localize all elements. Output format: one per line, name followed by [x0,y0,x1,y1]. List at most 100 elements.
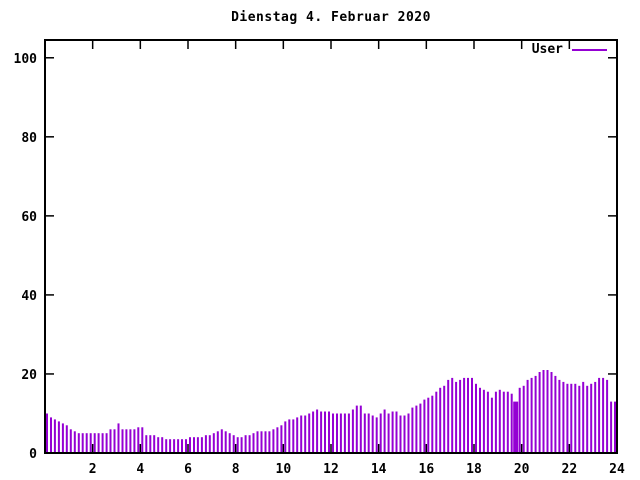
y-tick-label: 40 [21,289,37,304]
impulse-bar [212,433,215,452]
x-tick-label: 16 [419,462,435,477]
impulse-bar [486,391,489,452]
impulse-bar [268,431,271,452]
impulse-bar [574,383,577,452]
impulse-bar [598,377,601,452]
impulse-bar [562,381,565,452]
impulse-bar [129,429,132,452]
impulse-bar [260,431,263,452]
impulse-bar [308,413,311,452]
y-tick-label: 0 [29,447,37,462]
impulse-bar [65,425,68,452]
impulse-bar [149,435,152,452]
x-tick-label: 20 [514,462,530,477]
plot-border [44,39,618,454]
impulse-bar [375,417,378,452]
legend-label: User [531,42,563,57]
impulse-bar [538,372,541,452]
x-tick-label: 8 [232,462,240,477]
impulse-bar [252,433,255,452]
x-tick-label: 10 [276,462,292,477]
impulse-bar [193,437,195,452]
impulse-bar [447,379,450,452]
impulse-bar [236,437,239,452]
impulse-bar [343,413,346,452]
impulse-bar [510,393,513,452]
impulse-bar [578,385,581,452]
impulse-bar [196,437,199,452]
impulse-bar [220,429,223,452]
impulse-bar [566,383,569,452]
impulse-bar [57,421,60,452]
x-tick-label: 6 [184,462,192,477]
impulse-bar [475,383,477,452]
impulse-bar [490,397,493,452]
impulse-bar [113,429,116,452]
impulse-bar [240,437,243,452]
impulse-bar [69,429,72,452]
impulse-bar [399,415,402,452]
impulse-bar [506,391,509,452]
impulse-bar [371,415,374,452]
impulse-bar [121,429,124,452]
x-tick-label: 4 [136,462,144,477]
impulse-bar [387,413,390,452]
impulse-bar [455,381,458,452]
impulse-bar [165,439,168,452]
impulse-bar [498,389,501,452]
impulse-bar [97,433,100,452]
impulse-bar [606,379,609,452]
impulse-bar [105,433,108,452]
impulse-bar [53,419,56,452]
impulse-bar [73,431,76,452]
impulse-bar [482,389,485,452]
x-tick-label: 12 [323,462,339,477]
impulse-bar [320,411,323,452]
impulse-bar [518,387,521,452]
impulse-bar [81,433,84,452]
impulse-bar [383,409,386,452]
impulse-bar [332,413,334,452]
chart-title: Dienstag 4. Februar 2020 [231,10,431,25]
impulse-bar [395,411,398,452]
impulse-bar [614,401,616,452]
impulse-bar [288,419,291,452]
impulse-bar [173,439,176,452]
impulse-bar [363,413,366,452]
impulse-bar [280,425,283,452]
x-tick-label: 2 [89,462,97,477]
impulse-bar [85,433,88,452]
impulse-bar [77,433,80,452]
impulse-bar [558,379,561,452]
impulse-bar [570,383,573,452]
x-tick-label: 22 [562,462,578,477]
impulse-bar [157,437,160,452]
impulse-bar [324,411,326,452]
impulse-bar [610,401,613,452]
impulse-bar [590,383,593,452]
impulse-bar [125,429,128,452]
y-tick-label: 60 [21,210,37,225]
impulse-bar [546,370,549,452]
impulse-bar [403,415,406,452]
impulse-bar [443,385,446,452]
impulse-bar [391,411,394,452]
impulse-bar [189,437,191,452]
impulse-bar [347,413,350,452]
impulse-bar [284,421,287,452]
impulse-bar [435,391,438,452]
impulse-bar [336,413,338,452]
impulse-bar [304,415,307,452]
impulse-bar [181,439,183,452]
impulse-bar [61,423,64,452]
impulse-bar [101,433,104,452]
impulse-bar [137,427,140,452]
impulse-bar [586,385,589,452]
legend-line-sample [572,49,607,51]
impulse-bar [479,387,481,452]
impulse-bar [339,413,342,452]
x-tick-label: 14 [371,462,387,477]
impulse-bar [494,391,497,452]
impulse-bar [89,433,92,452]
